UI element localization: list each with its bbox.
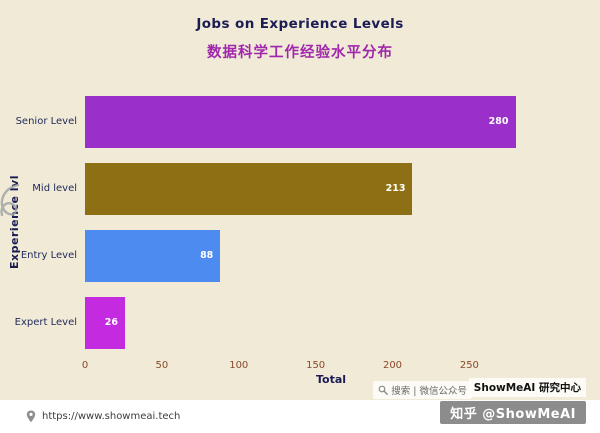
- category-label-senior-level: Senior Level: [15, 116, 77, 127]
- x-tick-200: 200: [382, 360, 403, 371]
- bar-senior-level: 280: [85, 95, 516, 148]
- bar-entry-level: 88: [85, 229, 221, 282]
- bar-row-mid-level: Mid level 213: [32, 155, 577, 222]
- bar-row-senior-level: Senior Level 280: [16, 88, 577, 155]
- y-axis-label-wrap: Experience lvl: [8, 88, 21, 356]
- watermark-search-text: 搜索 | 微信公众号: [391, 386, 467, 397]
- x-tick-0: 0: [81, 360, 89, 371]
- location-pin-icon: [26, 410, 36, 423]
- x-tick-100: 100: [229, 360, 249, 371]
- category-label-expert-level: Expert Level: [14, 317, 77, 328]
- bar-row-entry-level: Entry Level 88: [21, 222, 577, 289]
- magnifier-icon: [378, 385, 389, 395]
- watermark-search-line: 搜索 | 微信公众号: [373, 381, 472, 399]
- watermark-brand: ShowMeAI 研究中心: [468, 378, 586, 397]
- category-label-mid-level: Mid level: [32, 183, 77, 194]
- bar-mid-level: 213: [85, 162, 413, 215]
- x-tick-250: 250: [459, 360, 479, 371]
- x-tick-150: 150: [306, 360, 326, 371]
- bar-value-expert-level: 26: [104, 317, 118, 328]
- bar-value-senior-level: 280: [488, 116, 509, 127]
- footer-url: https://www.showmeai.tech: [42, 411, 181, 422]
- bar-row-expert-level: Expert Level 26: [15, 289, 577, 356]
- x-tick-50: 50: [155, 360, 169, 371]
- plot-area: Senior Level 280 Mid level 213 Entry Level 88…: [15, 88, 577, 356]
- bar-expert-level: 26: [85, 296, 125, 349]
- bar-value-entry-level: 88: [200, 250, 214, 261]
- x-axis-ticks: 0 50 100 150 200 250: [81, 360, 577, 374]
- category-label-entry-level: Entry Level: [20, 250, 77, 261]
- watermark-zhihu: 知乎 @ShowMeAI: [440, 401, 586, 424]
- ribbon-decoration-icon: [0, 183, 20, 217]
- chart-subtitle: 数据科学工作经验水平分布: [207, 45, 393, 61]
- bar-value-mid-level: 213: [385, 183, 406, 194]
- chart-title: Jobs on Experience Levels: [196, 16, 404, 32]
- x-axis-label: Total: [315, 373, 347, 386]
